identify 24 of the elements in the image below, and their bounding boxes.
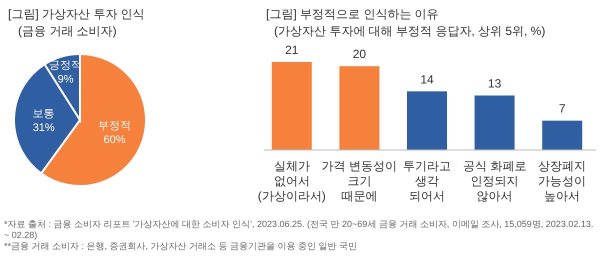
data-label: 60% — [104, 134, 126, 146]
chart-title: [그림] 부정적으로 인식하는 이유 — [266, 7, 439, 21]
data-label: 9% — [58, 74, 74, 86]
data-label: 31% — [32, 122, 55, 134]
chart-subtitle: (금융 거래 소비자) — [18, 24, 117, 38]
chart-subtitle: (가상자산 투자에 대해 부정적 응답자, 상위 5위, %) — [274, 24, 546, 38]
data-label: 13 — [488, 76, 502, 91]
data-label: 14 — [420, 72, 434, 86]
data-label: 20 — [352, 47, 366, 62]
data-label: 7 — [558, 102, 566, 116]
slice-label: 보통 — [32, 108, 55, 120]
chart-title: [그림] 가상자산 투자 인식 — [8, 7, 145, 21]
data-label: 21 — [285, 43, 299, 57]
bar — [474, 96, 515, 150]
slice-label: 부정적 — [98, 120, 132, 132]
x-tick-label: 상장폐지 가능성이 높아서 — [538, 159, 586, 203]
bar — [542, 120, 582, 150]
bar — [407, 91, 447, 150]
x-tick-label: 투기라고 생각 되어서 — [403, 159, 451, 203]
bar — [272, 62, 312, 150]
x-tick-label: 공식 화폐로 인정되지 않아서 — [462, 159, 526, 203]
text: **금융 거래 소비자 : 은행, 증권회사, 가상자산 거래소 등 금융기관을 이용 중인 일반 국민 — [4, 241, 358, 252]
bar — [339, 66, 380, 150]
text: *자료 출처 : 금융 소비자 리포트 '가상자산에 대한 소비자 인식', 2023.06.25. (전국 만 20~69세 금융 거래 소비자, 이메일 조사, 15,059명, 2023.02.13. ~ 02.28) — [4, 219, 594, 241]
